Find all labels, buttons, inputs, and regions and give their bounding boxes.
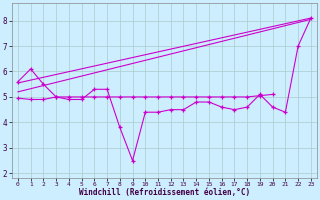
X-axis label: Windchill (Refroidissement éolien,°C): Windchill (Refroidissement éolien,°C)	[79, 188, 250, 197]
